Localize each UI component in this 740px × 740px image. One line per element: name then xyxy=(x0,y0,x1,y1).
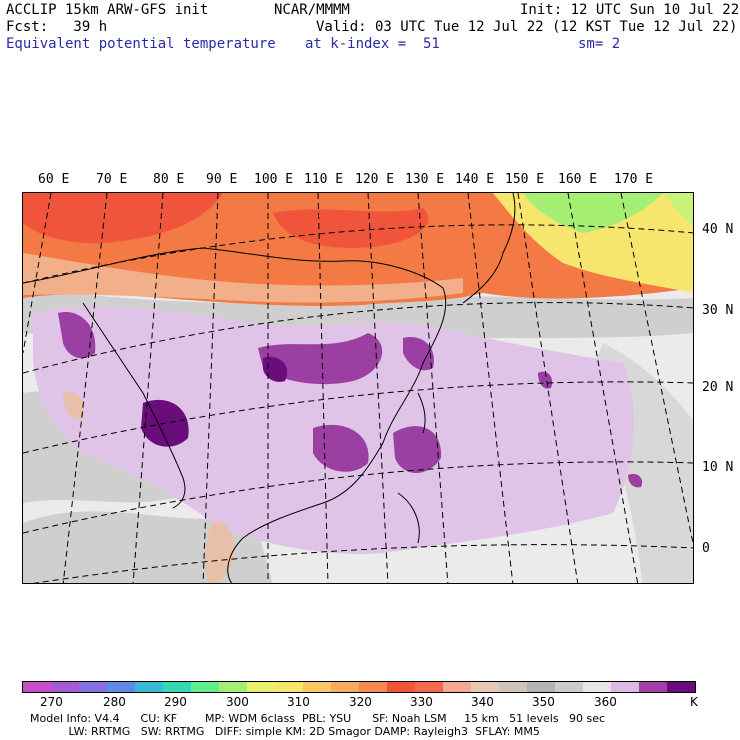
lon-label: 170 E xyxy=(614,172,654,187)
lon-label: 100 E xyxy=(254,172,294,187)
colorbar-swatch xyxy=(331,682,359,692)
colorbar-tick: 310 xyxy=(287,695,310,709)
model-title: ACCLIP 15km ARW-GFS init xyxy=(6,2,209,18)
colorbar-swatch xyxy=(275,682,303,692)
colorbar-swatch xyxy=(611,682,639,692)
colorbar-swatch xyxy=(527,682,555,692)
colorbar-swatch xyxy=(163,682,191,692)
lon-label: 160 E xyxy=(558,172,598,187)
yellow-green-region xyxy=(663,193,693,227)
colorbar-swatch xyxy=(639,682,667,692)
colorbar-swatch xyxy=(191,682,219,692)
coastline xyxy=(397,492,420,544)
colorbar-swatch xyxy=(135,682,163,692)
lon-label: 90 E xyxy=(206,172,238,187)
purple-patch xyxy=(263,356,288,382)
init-time: Init: 12 UTC Sun 10 Jul 22 xyxy=(520,2,740,18)
colorbar-tick: 360 xyxy=(594,695,617,709)
purple-patch xyxy=(393,426,442,473)
yellow-region xyxy=(493,193,693,293)
colorbar-swatch xyxy=(51,682,79,692)
peach-band xyxy=(23,253,463,303)
graticule xyxy=(23,193,693,583)
lon-label: 120 E xyxy=(355,172,395,187)
colorbar-swatch xyxy=(219,682,247,692)
lat-label: 40 N xyxy=(702,222,734,237)
tan-patch xyxy=(63,392,85,420)
colorbar-swatch xyxy=(471,682,499,692)
coastline xyxy=(417,392,426,434)
red-patch xyxy=(273,208,429,248)
colorbar-tick: 270 xyxy=(40,695,63,709)
lon-label: 70 E xyxy=(96,172,128,187)
green-region xyxy=(523,193,663,233)
colorbar-swatch xyxy=(359,682,387,692)
colorbar-swatch xyxy=(247,682,275,692)
colorbar-swatch xyxy=(667,682,695,692)
lon-label: 80 E xyxy=(153,172,185,187)
level-index: at k-index = 51 xyxy=(305,36,440,52)
lat-label: 20 N xyxy=(702,380,734,395)
colorbar xyxy=(22,681,696,693)
tan-patch xyxy=(205,522,235,583)
purple-patch xyxy=(628,473,643,488)
lat-label: 30 N xyxy=(702,303,734,318)
colorbar-tick: 350 xyxy=(532,695,555,709)
colorbar-swatch xyxy=(107,682,135,692)
lon-label: 150 E xyxy=(505,172,545,187)
purple-patch xyxy=(58,312,96,359)
colorbar-swatch xyxy=(443,682,471,692)
colorbar-swatch xyxy=(387,682,415,692)
coastline xyxy=(462,193,516,304)
colorbar-swatch xyxy=(583,682,611,692)
field-name: Equivalent potential temperature xyxy=(6,36,276,52)
purple-patch xyxy=(538,371,553,389)
red-patch xyxy=(23,193,223,244)
valid-time: Valid: 03 UTC Tue 12 Jul 22 (12 KST Tue … xyxy=(316,19,738,35)
colorbar-tick: 300 xyxy=(226,695,249,709)
producer-label: NCAR/MMMM xyxy=(274,2,350,18)
model-info: Model Info: V4.4 CU: KF MP: WDM 6class P… xyxy=(30,712,606,725)
lon-label: 130 E xyxy=(405,172,445,187)
purple-patch xyxy=(258,333,383,385)
lon-label: 110 E xyxy=(304,172,344,187)
smoothing: sm= 2 xyxy=(578,36,621,52)
colorbar-swatch xyxy=(23,682,51,692)
colorbar-swatch xyxy=(303,682,331,692)
colorbar-swatch xyxy=(415,682,443,692)
forecast-hour: Fcst: 39 h xyxy=(6,19,108,35)
colorbar-tick: 290 xyxy=(164,695,187,709)
theta-e-map xyxy=(23,193,693,583)
map-panel xyxy=(22,192,694,584)
colorbar-tick: 330 xyxy=(410,695,433,709)
colorbar-swatch xyxy=(555,682,583,692)
coastline xyxy=(82,302,186,509)
colorbar-tick: 320 xyxy=(349,695,372,709)
physics-info: LW: RRTMG SW: RRTMG DIFF: simple KM: 2D … xyxy=(30,725,540,738)
colorbar-swatch xyxy=(499,682,527,692)
lon-label: 60 E xyxy=(38,172,70,187)
lon-label: 140 E xyxy=(455,172,495,187)
colorbar-tick: 280 xyxy=(103,695,126,709)
colorbar-unit: K xyxy=(690,695,698,709)
purple-patch xyxy=(403,337,434,371)
lat-label: 10 N xyxy=(702,460,734,475)
colorbar-tick: 340 xyxy=(471,695,494,709)
colorbar-swatch xyxy=(79,682,107,692)
purple-patch xyxy=(313,424,369,472)
lat-label: 0 xyxy=(702,541,710,556)
